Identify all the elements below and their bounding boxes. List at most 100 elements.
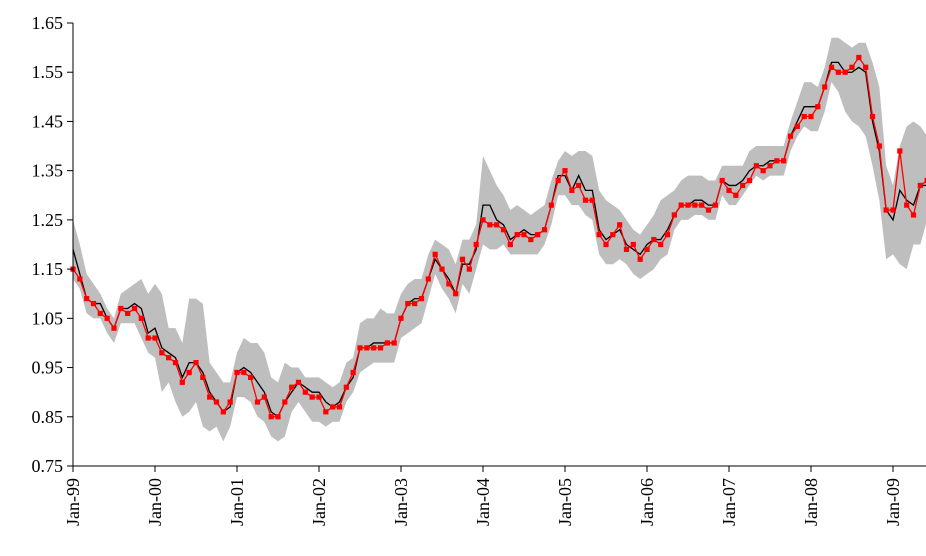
red-series-point (254, 399, 261, 405)
x-tick-label: Jan-01 (227, 478, 247, 526)
y-tick-label: 1.65 (32, 13, 64, 33)
red-series-point (200, 374, 206, 380)
red-series-point (494, 222, 500, 228)
red-series-point (637, 256, 643, 262)
red-series-point (548, 202, 554, 208)
red-series-point (644, 246, 650, 253)
red-series-point (630, 241, 636, 248)
red-series-point (849, 64, 855, 70)
red-series-point (658, 241, 664, 248)
red-series-point (535, 232, 541, 238)
x-tick-label: Jan-05 (555, 478, 575, 526)
red-series-point (261, 394, 267, 400)
red-series-point (453, 291, 459, 297)
red-series-point (125, 310, 131, 317)
red-series-point (166, 355, 172, 361)
y-tick-label: 1.45 (32, 111, 64, 131)
red-series-point (282, 399, 288, 405)
red-series-point (179, 379, 185, 385)
red-series-point (405, 300, 411, 307)
red-series-point (234, 369, 240, 376)
red-series-point (97, 310, 103, 317)
red-series-point (890, 207, 896, 213)
red-series-point (268, 414, 274, 420)
x-tick-label: Jan-99 (63, 478, 83, 526)
red-series-point (541, 227, 548, 233)
red-series-point (685, 202, 691, 208)
y-tick-label: 0.85 (32, 407, 64, 427)
red-series-point (917, 182, 923, 189)
red-series-point (746, 177, 753, 184)
red-series-point (767, 163, 773, 169)
red-series-point (924, 177, 926, 184)
red-series-point (241, 369, 247, 376)
red-series-point (904, 202, 910, 208)
red-series-point (883, 207, 889, 213)
red-series-point (432, 251, 438, 257)
red-series-point (186, 369, 192, 376)
red-series-point (118, 305, 124, 312)
red-series-point (330, 404, 336, 410)
red-series-point (808, 113, 814, 120)
band-area (73, 37, 926, 442)
red-series-point (316, 394, 322, 400)
x-tick-label: Jan-00 (145, 478, 165, 526)
red-series-point (753, 163, 759, 169)
red-series-point (391, 340, 397, 346)
red-series-point (275, 414, 281, 420)
red-series-point (295, 379, 302, 385)
red-series-point (439, 266, 445, 272)
red-series-point (207, 394, 213, 400)
red-series-point (740, 182, 746, 189)
red-series-point (357, 345, 363, 351)
red-series-point (77, 276, 83, 282)
red-series-point (801, 113, 807, 120)
red-series-point (336, 404, 343, 410)
red-series-point (692, 202, 698, 208)
red-series-point (90, 300, 97, 307)
red-series-point (418, 296, 425, 302)
confidence-band (73, 37, 926, 442)
red-series-point (480, 217, 486, 223)
x-tick-label: Jan-07 (719, 478, 739, 526)
red-series-point (343, 384, 349, 390)
red-series-point (145, 335, 151, 341)
red-series-point (651, 236, 657, 243)
red-series-point (699, 202, 705, 208)
y-tick-label: 1.15 (32, 259, 64, 279)
red-series-point (815, 104, 821, 110)
x-tick-label: Jan-02 (309, 478, 329, 526)
red-series-point (159, 350, 165, 356)
red-series-point (576, 182, 582, 189)
red-series-point (398, 315, 404, 321)
red-series-point (719, 177, 725, 184)
x-tick-label: Jan-08 (801, 478, 821, 526)
red-series-point (193, 360, 199, 366)
red-series-point (596, 232, 602, 238)
y-tick-label: 1.35 (32, 161, 64, 181)
red-series-point (671, 212, 677, 218)
red-series-point (869, 113, 876, 120)
red-series-point (589, 197, 595, 203)
red-series-point (562, 168, 568, 174)
red-series-point (220, 409, 226, 415)
red-series-point (897, 148, 903, 154)
x-tick-label: Jan-06 (637, 478, 657, 526)
red-series-point (712, 202, 718, 208)
red-series-point (664, 232, 671, 238)
red-series-point (678, 202, 684, 208)
red-series-point (555, 177, 561, 184)
red-series-point (487, 222, 493, 228)
red-series-point (828, 64, 835, 70)
red-series-point (876, 143, 882, 149)
red-series-point (104, 315, 110, 321)
red-series-point (521, 232, 527, 238)
red-series-point (507, 241, 513, 248)
red-series-point (172, 360, 179, 366)
red-series-point (863, 64, 869, 70)
red-series-point (384, 340, 390, 346)
red-series-point (617, 222, 623, 228)
red-series-point (787, 133, 794, 139)
